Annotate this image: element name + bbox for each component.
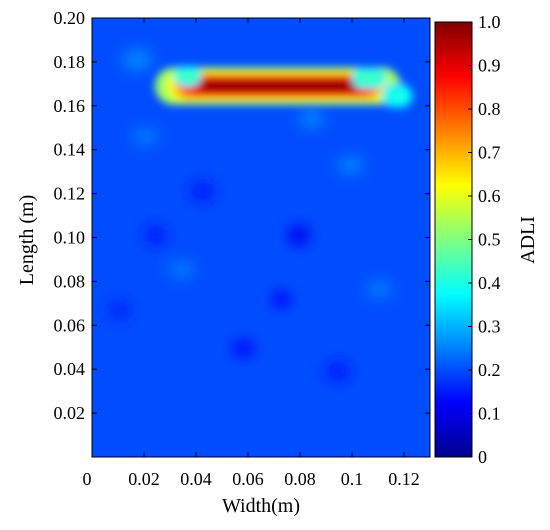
colorbar-tick-label: 0.3 (478, 317, 501, 337)
colorbar-tick-label: 0 (478, 447, 487, 467)
y-tick-label: 0.08 (54, 271, 86, 291)
heatmap-minor-patch (132, 127, 159, 146)
colorbar-tick-label: 0.5 (478, 230, 501, 250)
x-tick-label: 0.12 (388, 469, 420, 489)
heatmap-hotspots (154, 65, 413, 109)
x-tick-label: 0.1 (341, 469, 364, 489)
colorbar-tick-label: 0.7 (478, 143, 501, 163)
heatmap-minor-patch (324, 360, 351, 383)
heatmap-hotspot-contour (208, 83, 347, 89)
x-tick-label: 0.04 (180, 469, 212, 489)
heatmap-plot-area (91, 17, 431, 458)
colorbar-gradient (434, 21, 473, 458)
colorbar-tick-label: 0.6 (478, 186, 501, 206)
heatmap-minor-patch (107, 298, 131, 321)
heatmap-minor-patch (189, 180, 216, 203)
y-tick-label: 0.04 (54, 359, 86, 379)
x-tick-label: 0.06 (232, 469, 264, 489)
heatmap-minor-patch (231, 339, 256, 358)
colorbar-title: ADLI (517, 216, 539, 264)
y-tick-label: 0.20 (54, 8, 86, 28)
heatmap-hotspot-contour (180, 74, 196, 78)
y-tick-label: 0.18 (54, 52, 86, 72)
x-tick-label: 0.08 (284, 469, 316, 489)
y-tick-label: 0.10 (54, 228, 86, 248)
colorbar-tick-label: 1.0 (478, 12, 501, 32)
y-tick-label: 0.02 (54, 403, 86, 423)
y-axis-title: Length (m) (16, 195, 38, 286)
colorbar-tick-label: 0.2 (478, 360, 501, 380)
heatmap-hotspot-contour (388, 94, 407, 98)
x-tick-label: 0.02 (128, 469, 160, 489)
heatmap-minor-patch (287, 224, 311, 247)
heatmap-minor-patch (337, 156, 364, 174)
colorbar-tick-label: 0.4 (478, 273, 501, 293)
colorbar-tick-label: 0.1 (478, 404, 501, 424)
heatmap-minor-patch (168, 260, 195, 279)
y-tick-label: 0.12 (54, 184, 86, 204)
heatmap-minor-patch (366, 280, 393, 298)
x-axis-ticks: 0 0.02 0.04 0.06 0.08 0.1 0.12 (83, 18, 420, 489)
colorbar-tick-label: 0.9 (478, 56, 501, 76)
y-tick-label: 0.14 (54, 140, 86, 160)
y-axis-ticks: 0.02 0.04 0.06 0.08 0.10 0.12 0.14 0.16 0.18 0.20 (54, 8, 430, 423)
colorbar-tick-label: 0.8 (478, 99, 501, 119)
heatmap-minor-patch (270, 290, 292, 309)
y-tick-label: 0.06 (54, 315, 86, 335)
heatmap-minor-patch (144, 224, 168, 247)
heatmap-minor-patch (121, 48, 154, 71)
colorbar: 0 0.1 0.2 0.3 0.4 0.5 0.6 0.7 0.8 0.9 1.0 ADLI (434, 12, 539, 467)
colorbar-ticks: 0 0.1 0.2 0.3 0.4 0.5 0.6 0.7 0.8 0.9 1.0 (468, 12, 501, 467)
x-axis-title: Width(m) (222, 495, 300, 517)
x-tick-label: 0 (83, 469, 92, 489)
heatmap-hotspot-contour (359, 76, 379, 80)
heatmap-minor-patches (107, 48, 393, 383)
heatmap-minor-patch (298, 110, 325, 128)
y-tick-label: 0.16 (54, 96, 86, 116)
